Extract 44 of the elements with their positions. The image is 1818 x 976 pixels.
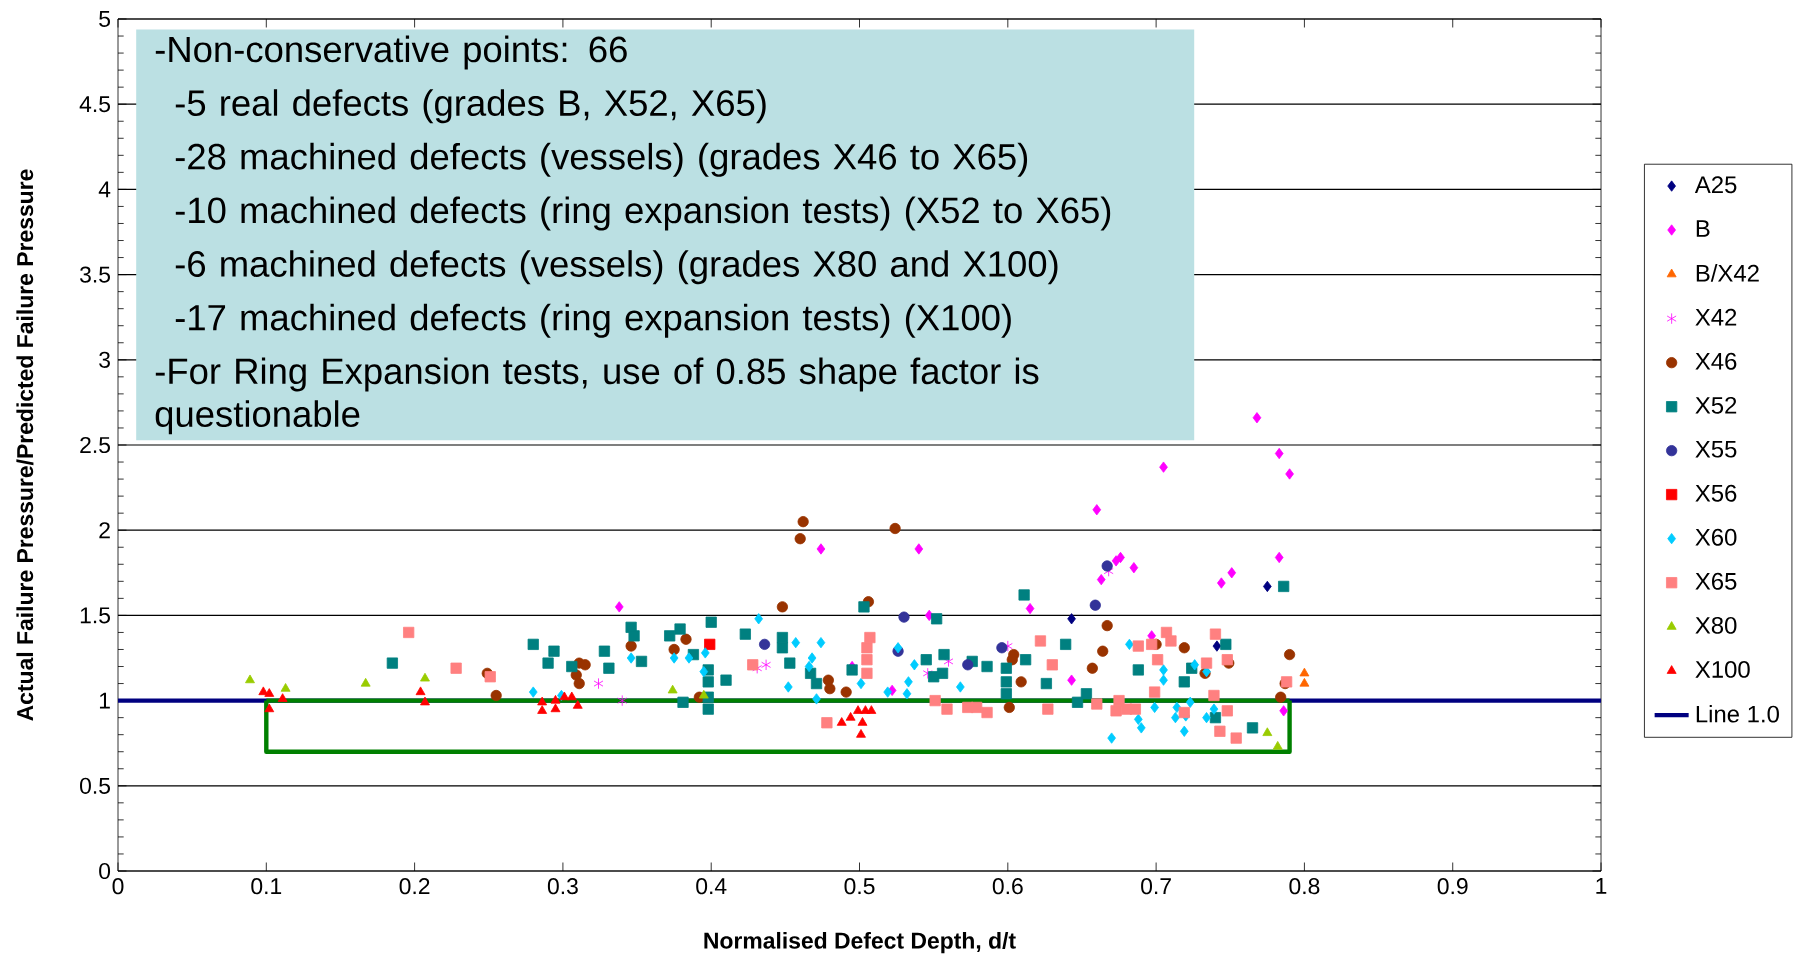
annotation: -5 real defects (grades B, X52, X65) (175, 89, 766, 124)
x-tick-label: 0 (112, 878, 124, 895)
legend-label: A25 (1694, 176, 1737, 194)
y-tick-label: 2.5 (80, 436, 110, 454)
legend-label: X46 (1695, 352, 1737, 370)
legend-label: X65 (1695, 572, 1737, 590)
legend-label: Line 1.0 (1696, 705, 1779, 723)
annotation: -28 machined defects (vessels) (grades X46 to X65) (175, 142, 1028, 177)
x-tick-label: 0.6 (992, 878, 1023, 895)
annotation: -10 machined defects (ring expansion tests) (X52 to X65) (175, 196, 1111, 231)
annotation: -6 machined defects (vessels) (grades X80 and X100) (175, 250, 1058, 285)
legend-label: X56 (1695, 484, 1737, 502)
legend-label: B/X42 (1696, 264, 1759, 282)
y-tick-label: 4 (98, 181, 111, 198)
legend-label: X60 (1695, 528, 1737, 546)
x-axis-title: Normalised Defect Depth, d/t (704, 931, 1016, 954)
legend-label: X100 (1695, 660, 1750, 678)
legend-label: X52 (1695, 396, 1737, 414)
y-tick-label: 0 (99, 862, 111, 880)
y-tick-label: 0.5 (80, 777, 110, 794)
legend-label: X55 (1695, 440, 1737, 458)
x-tick-label: 0.1 (251, 878, 282, 895)
y-tick-label: 5 (99, 11, 110, 27)
x-tick-label: 0.3 (547, 878, 578, 895)
x-tick-label: 0.5 (844, 878, 875, 895)
y-tick-label: 3.5 (79, 266, 110, 283)
x-tick-label: 0.2 (399, 878, 430, 895)
legend-label: B (1696, 220, 1710, 237)
y-tick-label: 4.5 (79, 96, 110, 113)
x-tick-label: 0.4 (696, 878, 727, 895)
x-tick-label: 0.9 (1437, 878, 1468, 895)
y-tick-label: 1 (99, 692, 110, 709)
annotation: -Non-conservative points: 66 (155, 35, 627, 70)
y-tick-label: 2 (99, 522, 110, 539)
annotation: -For Ring Expansion tests, use of 0.85 shape factor is questionable (155, 357, 1039, 435)
legend-label: X80 (1695, 616, 1737, 634)
y-tick-label: 3 (99, 351, 110, 368)
x-tick-label: 1 (1596, 878, 1607, 894)
y-axis-title: Actual Failure Pressure/Predicted Failure Pressure (16, 169, 34, 721)
y-tick-label: 1.5 (80, 607, 110, 624)
annotation: -17 machined defects (ring expansion tests) (X100) (175, 303, 1011, 338)
legend-label: X42 (1695, 308, 1737, 326)
x-tick-label: 0.7 (1141, 878, 1171, 895)
x-tick-label: 0.8 (1289, 878, 1320, 895)
